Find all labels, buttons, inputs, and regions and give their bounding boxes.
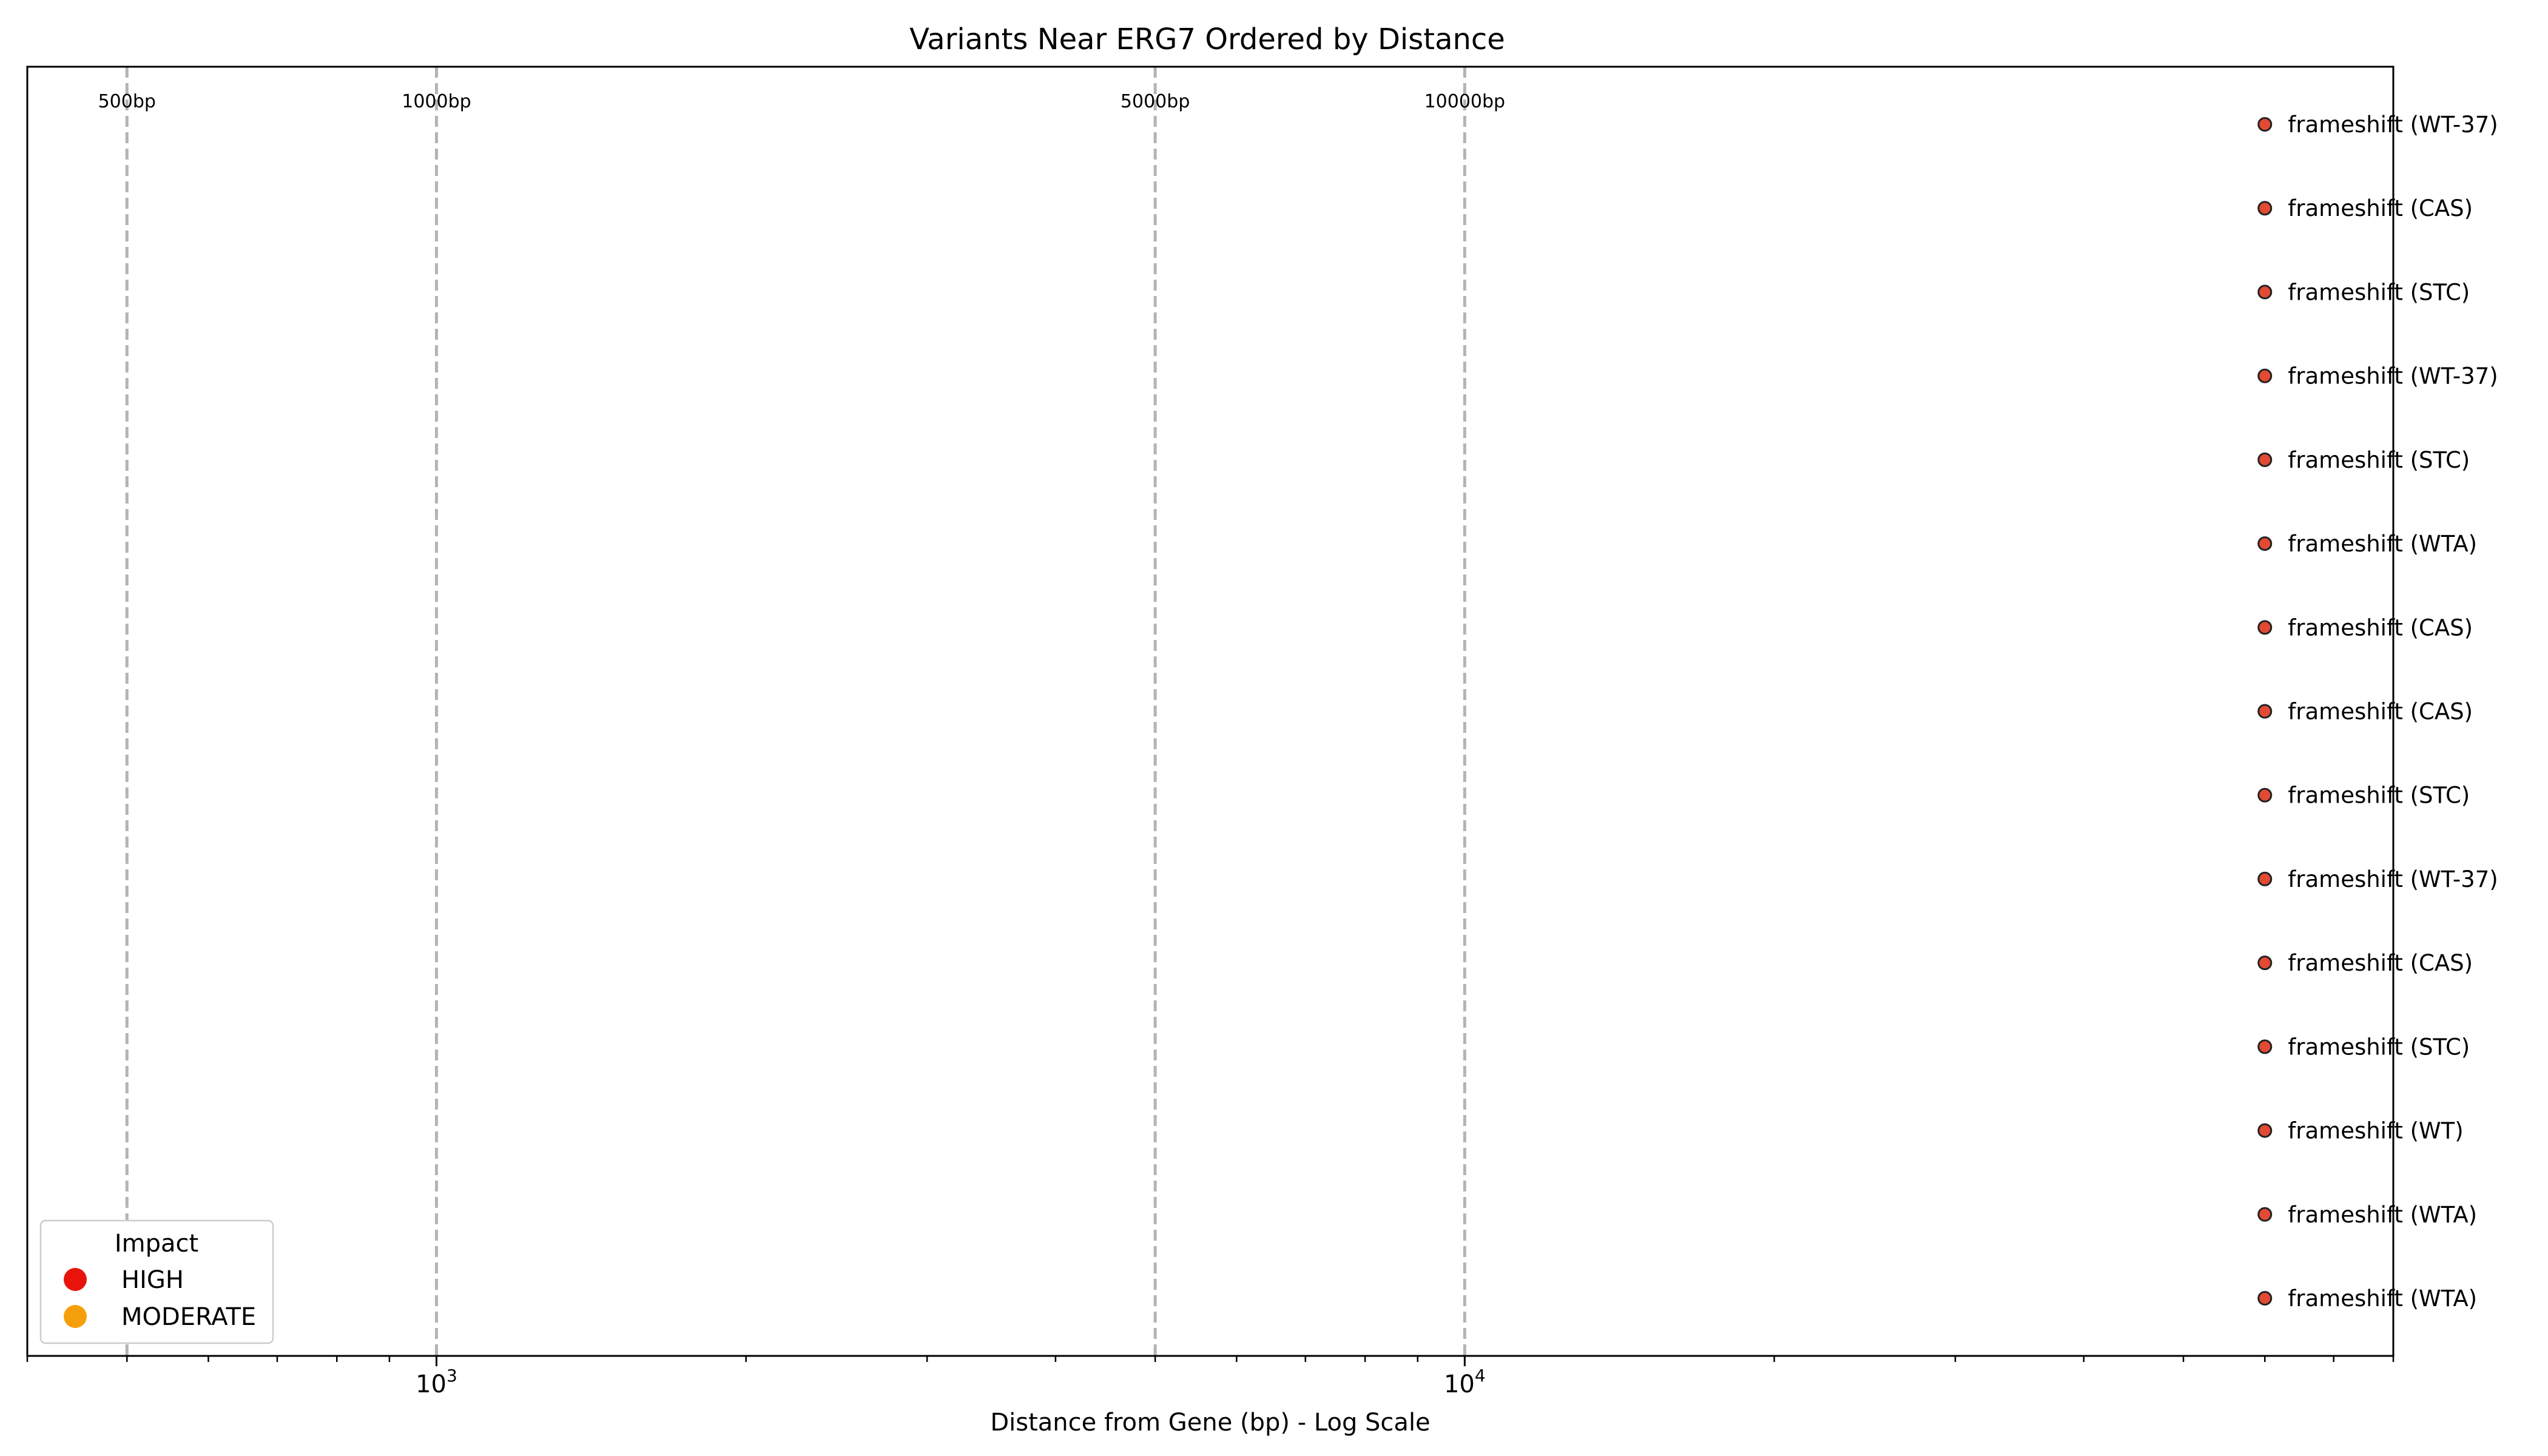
data-point-label: frameshift (STC) xyxy=(2288,1034,2470,1060)
data-point-label: frameshift (STC) xyxy=(2288,783,2470,809)
data-point xyxy=(2257,620,2273,635)
data-point xyxy=(2257,536,2273,551)
data-point-label: frameshift (CAS) xyxy=(2288,699,2473,725)
data-point xyxy=(2257,956,2273,971)
data-point xyxy=(2257,1291,2273,1306)
reference-line-label: 500bp xyxy=(98,91,156,112)
data-point-label: frameshift (WT) xyxy=(2288,1118,2463,1144)
legend-label: MODERATE xyxy=(121,1303,256,1331)
data-point xyxy=(2257,871,2273,886)
reference-line-label: 5000bp xyxy=(1121,91,1190,112)
data-point xyxy=(2257,1039,2273,1054)
data-point-label: frameshift (CAS) xyxy=(2288,195,2473,221)
legend-marker xyxy=(64,1268,87,1291)
data-point-label: frameshift (WTA) xyxy=(2288,1202,2477,1228)
legend-title: Impact xyxy=(115,1230,198,1258)
data-point-label: frameshift (CAS) xyxy=(2288,615,2473,641)
reference-line-label: 1000bp xyxy=(402,91,471,112)
data-point-label: frameshift (WTA) xyxy=(2288,531,2477,557)
legend-items: HIGH MODERATE xyxy=(64,1266,256,1331)
data-point-label: frameshift (CAS) xyxy=(2288,950,2473,976)
legend-label: HIGH xyxy=(121,1266,184,1294)
reference-lines: 500bp 1000bp 5000bp 10000bp xyxy=(98,67,1506,1356)
data-points: frameshift (WT-37)frameshift (CAS)frames… xyxy=(2257,112,2498,1312)
x-tick-label: 104 xyxy=(1444,1366,1486,1398)
data-point xyxy=(2257,201,2273,216)
legend-box xyxy=(39,1219,274,1344)
data-point xyxy=(2257,704,2273,719)
data-point xyxy=(2257,117,2273,132)
data-point xyxy=(2257,285,2273,300)
chart-title: Variants Near ERG7 Ordered by Distance xyxy=(909,22,1505,56)
data-point xyxy=(2257,1123,2273,1138)
legend-marker xyxy=(64,1305,87,1328)
legend: Impact HIGH MODERATE xyxy=(39,1219,274,1344)
reference-line-label: 10000bp xyxy=(1424,91,1506,112)
data-point-label: frameshift (STC) xyxy=(2288,279,2470,305)
data-point xyxy=(2257,1207,2273,1222)
x-axis-ticks: 103 104 xyxy=(26,1356,2395,1398)
data-point xyxy=(2257,452,2273,467)
data-point xyxy=(2257,787,2273,803)
data-point xyxy=(2257,368,2273,383)
x-tick-label: 103 xyxy=(416,1366,457,1398)
data-point-label: frameshift (STC) xyxy=(2288,447,2470,473)
plot-frame xyxy=(26,66,2395,1357)
data-point-label: frameshift (WTA) xyxy=(2288,1286,2477,1312)
x-axis-label: Distance from Gene (bp) - Log Scale xyxy=(990,1409,1430,1437)
